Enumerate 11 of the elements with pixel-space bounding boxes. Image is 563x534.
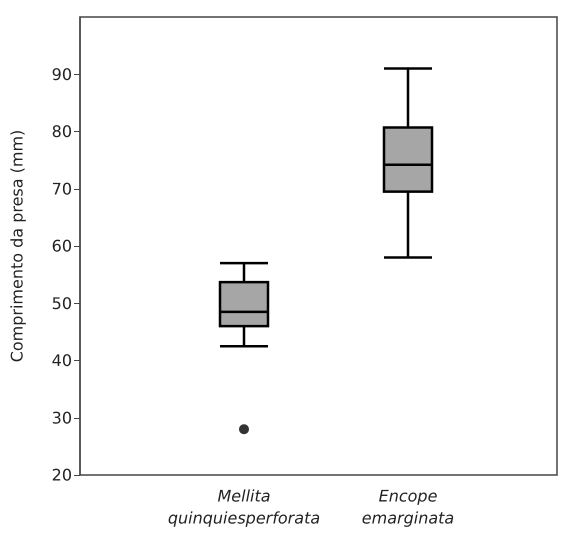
y-tick-label: 90: [52, 64, 72, 84]
y-axis-title: Comprimento da presa (mm): [8, 130, 26, 362]
y-tick-label: 40: [52, 351, 72, 370]
x-tick-label: Mellita quinquiesperforata: [168, 486, 320, 528]
x-tick-label: Encope emarginata: [362, 486, 454, 528]
y-tick-label: 60: [52, 236, 72, 256]
y-tick-label: 80: [52, 122, 72, 141]
y-tick-label: 70: [52, 179, 72, 198]
y-tick-label: 50: [52, 294, 72, 313]
y-tick-label: 30: [52, 408, 72, 428]
y-tick-label: 20: [52, 466, 72, 484]
